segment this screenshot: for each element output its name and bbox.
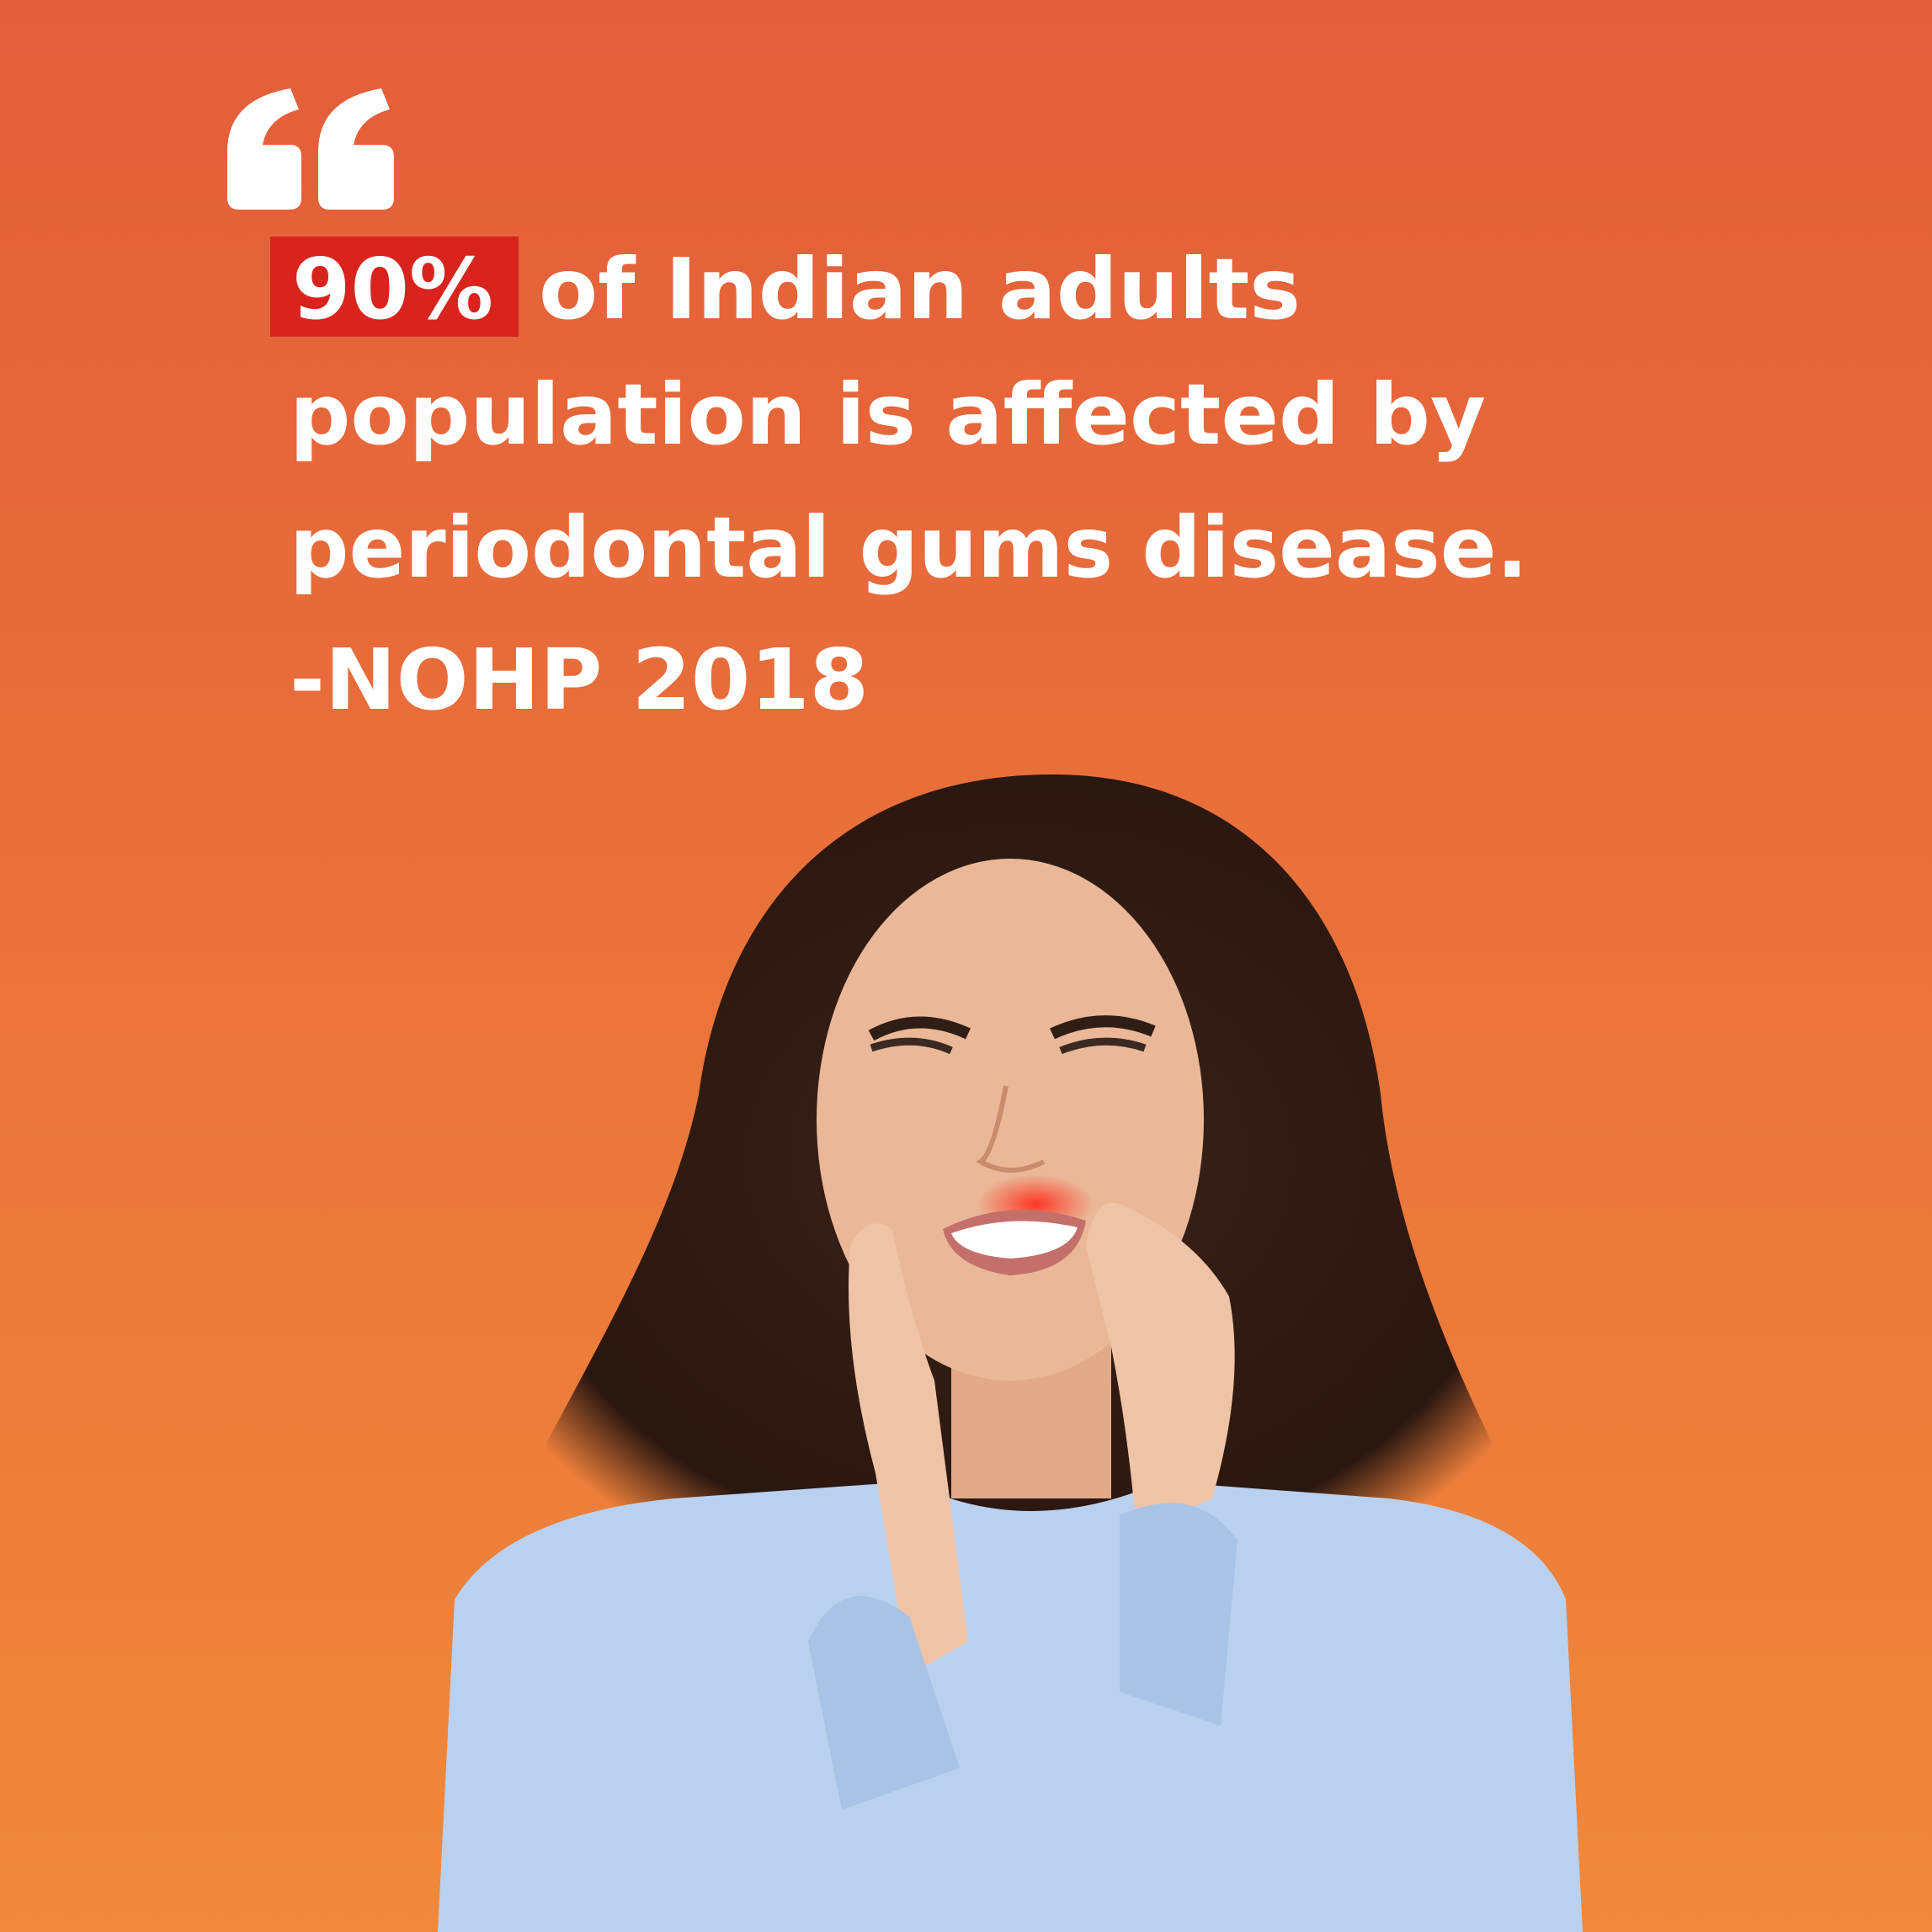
attribution: -NOHP 2018 [290, 631, 869, 729]
highlight-text: 90% [292, 240, 493, 338]
quote-line: periodontal gums disease. [290, 498, 1528, 597]
quote-line: of Indian adults [539, 240, 1301, 338]
quote-icon [227, 88, 394, 210]
quote-line: population is affected by [290, 365, 1486, 464]
photo [438, 774, 1583, 1932]
highlight-box [270, 237, 519, 337]
